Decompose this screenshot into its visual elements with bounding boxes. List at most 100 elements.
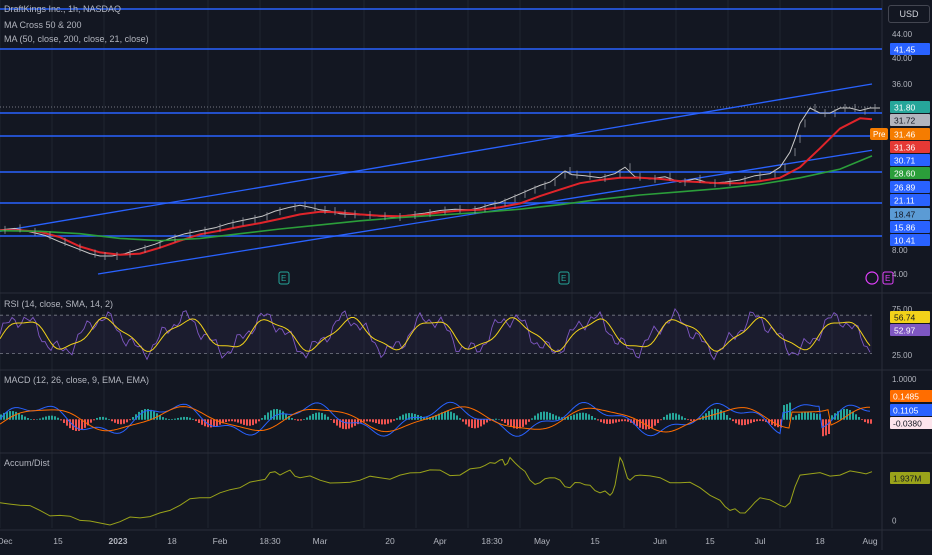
x-tick: 15	[53, 536, 63, 546]
macd-bar	[207, 419, 209, 428]
macd-bar	[51, 415, 53, 420]
macd-bar	[405, 413, 407, 420]
macd-bar	[39, 418, 41, 420]
rsi-band	[0, 315, 872, 354]
macd-label[interactable]: MACD (12, 26, close, 9, EMA, EMA)	[4, 375, 150, 385]
price-label: 31.72	[890, 114, 930, 126]
price-label: 41.45	[890, 43, 930, 55]
macd-bar	[678, 414, 680, 420]
earnings-marker: E	[558, 271, 570, 285]
macd-bar	[30, 419, 32, 420]
macd-bar	[627, 419, 629, 422]
macd-label-bg	[890, 404, 932, 416]
accum-label[interactable]: Accum/Dist	[4, 458, 50, 468]
macd-bar	[396, 418, 398, 420]
macd-bar	[864, 419, 866, 423]
macd-bar	[813, 413, 815, 420]
macd-bar	[471, 419, 473, 428]
macd-bar	[822, 419, 824, 437]
macd-bar	[102, 416, 104, 420]
macd-bar	[807, 412, 809, 420]
macd-bar	[42, 417, 44, 420]
ma-legend[interactable]: MA (50, close, 200, close, 21, close)	[4, 34, 149, 44]
macd-bar	[642, 419, 644, 429]
macd-bar	[309, 415, 311, 420]
macd-bar	[546, 411, 548, 420]
macd-bar	[99, 416, 101, 420]
macd-bar	[753, 419, 755, 423]
macd-bar	[681, 416, 683, 420]
macd-bar	[618, 419, 620, 422]
macd-bar	[36, 419, 38, 420]
macd-bar	[510, 419, 512, 427]
macd-bar	[339, 419, 341, 428]
x-tick: 20	[385, 536, 395, 546]
trend-line	[0, 83, 873, 232]
macd-label-bg	[890, 390, 932, 402]
macd-bar	[600, 419, 602, 423]
macd-bar	[69, 419, 71, 429]
macd-bar	[60, 419, 62, 421]
price-label: 28.60	[890, 167, 930, 179]
macd-bar	[249, 419, 251, 426]
macd-bar	[273, 409, 275, 420]
macd-bar	[837, 411, 839, 420]
macd-bar	[312, 413, 314, 420]
price-label: 26.89	[890, 181, 930, 193]
macd-bar	[18, 413, 20, 420]
horizontal-levels	[0, 8, 882, 237]
macd-bar	[444, 411, 446, 420]
price-label-text: 10.41	[894, 236, 916, 246]
macd-bar	[741, 419, 743, 426]
macd-bar	[159, 415, 161, 420]
macd-bar	[261, 418, 263, 420]
series-ma-green	[0, 155, 873, 242]
macd-bar	[468, 419, 470, 427]
macd-bar	[525, 419, 527, 425]
macd-bar	[384, 419, 386, 425]
macd-bar	[621, 419, 623, 422]
macd-bar	[192, 418, 194, 420]
x-tick: Mar	[313, 536, 328, 546]
macd-bar	[615, 419, 617, 423]
earnings-box	[278, 271, 290, 285]
macd-bar	[141, 410, 143, 420]
ma-cross-legend[interactable]: MA Cross 50 & 200	[4, 20, 82, 30]
rsi-label[interactable]: RSI (14, close, SMA, 14, 2)	[4, 299, 114, 309]
macd-bar	[45, 416, 47, 420]
macd-bar	[168, 419, 170, 420]
macd-bar	[330, 419, 332, 421]
macd-bar	[228, 419, 230, 422]
macd-bar	[3, 412, 5, 420]
macd-bar	[465, 419, 467, 425]
macd-bar	[447, 411, 449, 420]
macd-bar	[612, 419, 614, 424]
macd-bar	[708, 411, 710, 420]
macd-bar	[726, 415, 728, 420]
macd-bar	[12, 411, 14, 420]
macd-bar	[801, 412, 803, 420]
macd-bar	[762, 419, 764, 422]
macd-bar	[399, 416, 401, 420]
macd-bar	[651, 419, 653, 428]
x-tick: 18	[167, 536, 177, 546]
price-label-text: 41.45	[894, 45, 916, 55]
macd-bar	[6, 411, 8, 420]
macd-bar	[96, 417, 98, 420]
macd-bar	[756, 419, 758, 422]
macd-bar	[183, 416, 185, 420]
macd-bar	[483, 419, 485, 425]
macd-bar	[570, 415, 572, 420]
macd-bar	[744, 419, 746, 426]
macd-bar	[450, 411, 452, 420]
series-ma-red	[0, 117, 873, 256]
macd-bar	[186, 417, 188, 420]
macd-bar	[378, 419, 380, 424]
macd-bar	[123, 419, 125, 424]
macd-bar	[597, 419, 599, 421]
currency-button[interactable]: USD	[888, 5, 930, 23]
macd-bar	[594, 417, 596, 420]
macd-bar	[579, 412, 581, 420]
